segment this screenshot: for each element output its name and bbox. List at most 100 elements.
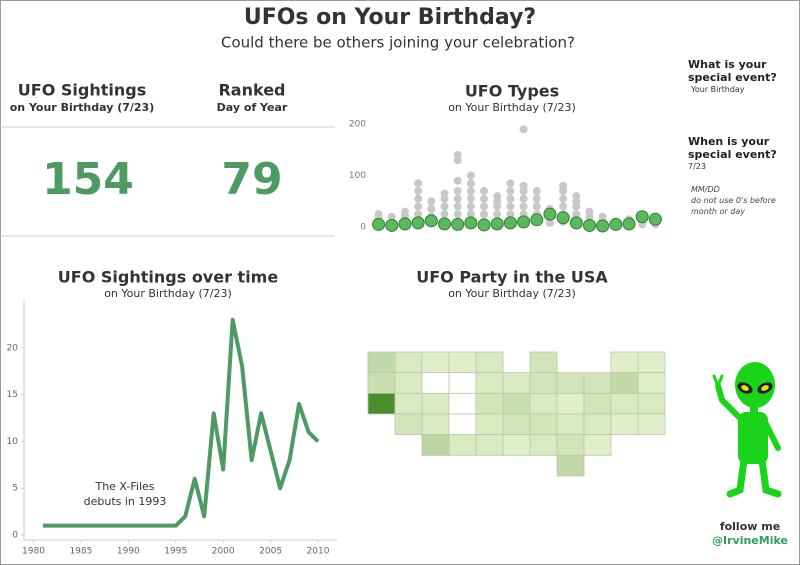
state: [475, 413, 504, 436]
highlight-dot: [464, 216, 478, 230]
state: [610, 413, 639, 436]
y-tick-label: 200: [349, 120, 366, 130]
state: [529, 434, 558, 456]
kpi-subtitle: Day of Year: [217, 101, 288, 114]
dot: [453, 194, 462, 203]
dot: [480, 187, 489, 195]
line: [42, 317, 320, 528]
highlight-dot: [648, 212, 662, 226]
highlight-dot: [503, 216, 517, 230]
dot: [453, 176, 462, 185]
state: [448, 372, 477, 394]
state: [502, 392, 531, 415]
dot: [414, 194, 423, 203]
dot: [493, 210, 502, 219]
chart-title: UFO Sightings over time: [58, 268, 279, 287]
x-tick-label: 1980: [22, 547, 45, 557]
y-tick-label: 0: [360, 223, 366, 233]
dot: [506, 194, 515, 203]
highlight-dot: [477, 218, 491, 232]
dot: [506, 210, 515, 219]
y-tick-label: 5: [12, 484, 18, 494]
highlight-dot: [517, 215, 531, 229]
event-value[interactable]: Your Birthday: [691, 85, 745, 94]
highlight-dot: [490, 217, 504, 231]
dot: [466, 171, 475, 180]
state: [529, 351, 558, 374]
state: [610, 392, 639, 415]
dot: [440, 210, 449, 219]
state: [610, 372, 639, 394]
dot: [414, 179, 423, 188]
state: [583, 372, 612, 394]
handle[interactable]: @IrvineMike: [712, 534, 788, 547]
highlight-dot: [438, 217, 451, 231]
state: [475, 392, 504, 415]
dot: [440, 202, 449, 211]
highlight-dot: [596, 219, 610, 233]
highlight-dot: [451, 217, 465, 231]
state: [448, 351, 477, 374]
dot: [519, 194, 528, 203]
state: [448, 434, 477, 456]
highlight-dot: [556, 211, 570, 225]
highlight-dot: [424, 214, 438, 228]
dot: [532, 202, 541, 211]
title: UFOs on Your Birthday?: [244, 5, 536, 30]
state: [367, 372, 396, 394]
dot: [453, 202, 462, 211]
dot: [400, 207, 409, 216]
dot: [559, 181, 568, 190]
state: [421, 434, 450, 456]
y-tick-label: 20: [7, 343, 19, 353]
highlight-dot: [411, 216, 425, 230]
alien: [712, 362, 782, 498]
highlight-dot: [583, 218, 596, 232]
chart-title: UFO Party in the USA: [416, 268, 608, 287]
subtitle: Could there be others joining your celeb…: [221, 34, 575, 52]
date-hint: MM/DD: [691, 185, 720, 194]
dot: [466, 210, 475, 219]
dot: [414, 187, 423, 195]
event-label: What is your special event?: [688, 58, 777, 84]
dot: [598, 212, 607, 221]
state: [475, 351, 504, 374]
state: [529, 392, 558, 415]
state: [475, 372, 504, 394]
kpi-subtitle: on Your Birthday (7/23): [10, 101, 154, 114]
dot: [453, 187, 462, 195]
dot: [480, 210, 489, 219]
dot: [585, 207, 594, 216]
chart-subtitle: on Your Birthday (7/23): [448, 101, 576, 114]
state: [421, 372, 450, 394]
highlight-dot: [543, 207, 557, 221]
x-tick-label: 1990: [117, 547, 140, 557]
highlight-dot: [569, 216, 583, 230]
dot: [545, 218, 554, 227]
state: [448, 392, 477, 415]
state: [556, 372, 585, 394]
dot: [572, 192, 581, 201]
x-tick-label: 2000: [212, 547, 235, 557]
dot: [506, 187, 515, 195]
state: [583, 413, 612, 436]
date-value[interactable]: 7/23: [688, 162, 706, 171]
state: [421, 392, 450, 415]
state: [448, 413, 477, 436]
dot: [519, 125, 528, 134]
state: [556, 392, 585, 415]
dot: [453, 210, 462, 219]
y-tick-label: 10: [7, 437, 19, 447]
state: [637, 351, 666, 374]
state: [556, 454, 585, 477]
state: [583, 392, 612, 415]
highlight-dot: [609, 217, 623, 231]
state: [394, 351, 423, 374]
state: [502, 413, 531, 436]
state: [556, 413, 585, 436]
dot: [374, 210, 383, 219]
highlight-dot: [635, 210, 649, 224]
dot: [427, 197, 436, 206]
